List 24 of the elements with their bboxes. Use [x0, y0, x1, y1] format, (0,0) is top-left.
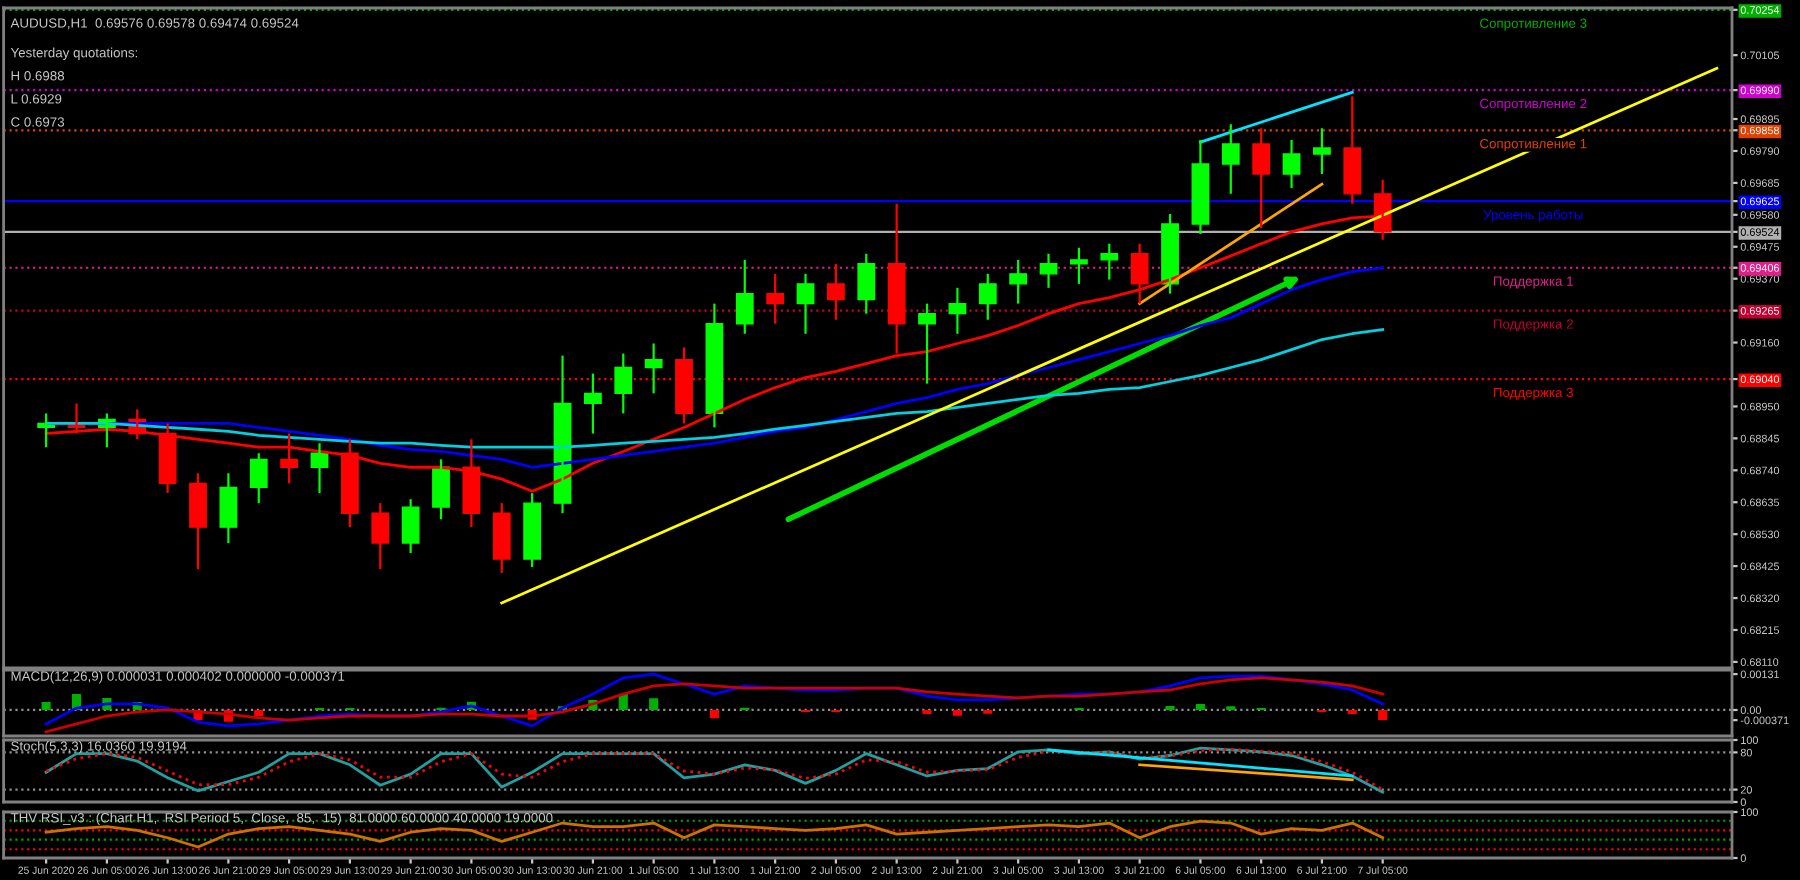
- candlestick: [978, 272, 997, 321]
- candlestick: [1313, 127, 1331, 176]
- candlestick: [371, 502, 390, 571]
- candlestick: [857, 252, 876, 315]
- candlestick: [1343, 95, 1362, 205]
- bar: [649, 698, 659, 710]
- candlestick: [1009, 258, 1028, 305]
- bar: [952, 709, 962, 716]
- candlestick: [492, 502, 511, 575]
- bar: [1195, 703, 1205, 710]
- bar: [709, 709, 719, 719]
- bar: [1378, 709, 1388, 721]
- candlestick: [189, 472, 207, 571]
- candlestick: [1221, 123, 1240, 195]
- candlestick: [1130, 242, 1149, 305]
- candlestick: [401, 498, 420, 555]
- candlestick: [219, 472, 238, 545]
- bar: [922, 709, 932, 715]
- bar: [254, 709, 264, 717]
- candlestick: [523, 492, 542, 569]
- bar: [41, 702, 51, 710]
- bar: [1347, 709, 1357, 715]
- candlestick: [1100, 242, 1119, 281]
- candlestick: [1252, 127, 1271, 230]
